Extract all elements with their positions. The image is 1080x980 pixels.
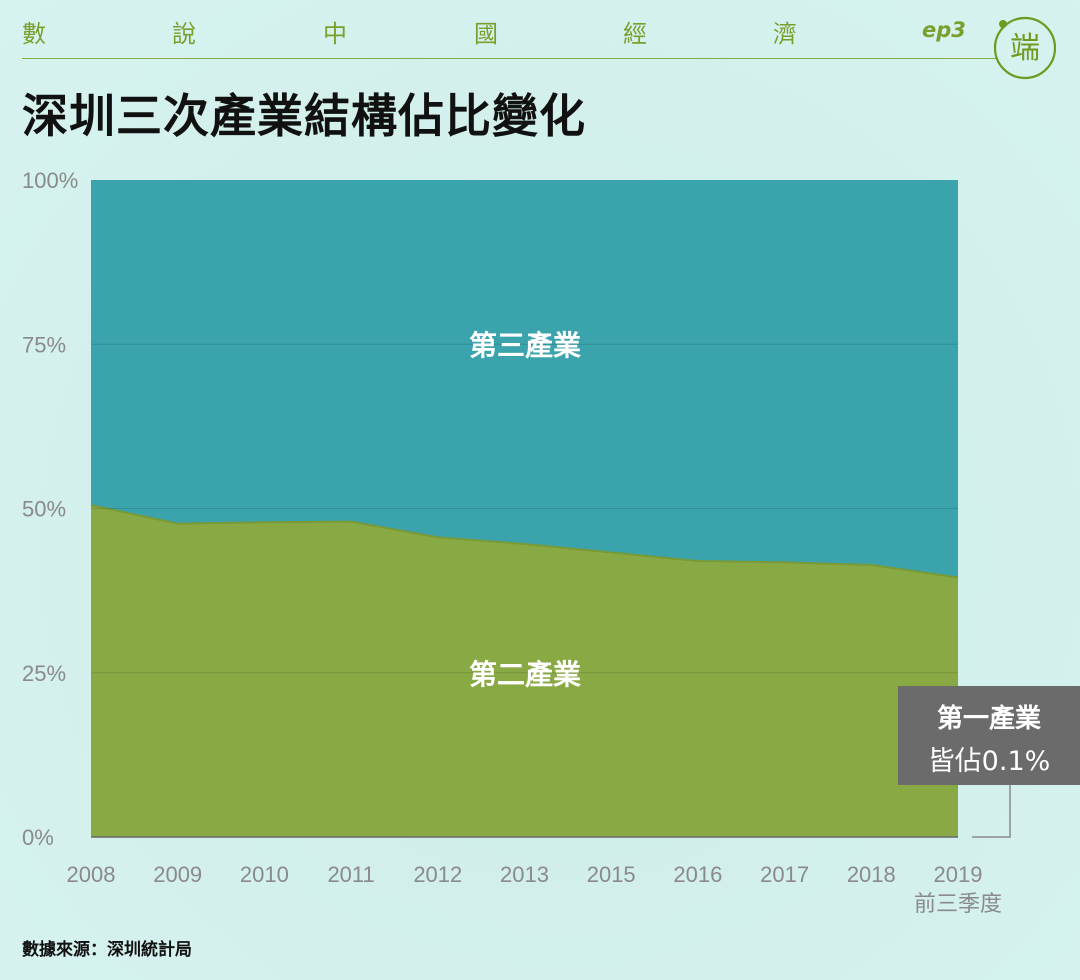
series-title-char: 說	[172, 20, 196, 48]
y-tick-label: 25%	[22, 661, 66, 686]
chart-title: 深圳三次產業結構佔比變化	[22, 89, 586, 143]
secondary-series-label: 第二產業	[469, 658, 581, 691]
series-title-char: 中	[323, 20, 347, 48]
tertiary-industry-area	[91, 180, 958, 578]
x-tick-label: 2018	[847, 862, 896, 887]
x-tick-label: 2019	[934, 862, 983, 887]
x-tick-label: 2015	[587, 862, 636, 887]
x-tick-label: 2013	[500, 862, 549, 887]
x-tick-sublabel: 前三季度	[914, 891, 1002, 916]
tertiary-series-label: 第三產業	[469, 329, 581, 362]
x-tick-label: 2016	[673, 862, 722, 887]
secondary-industry-area	[91, 505, 958, 837]
series-title-char: 數	[22, 20, 46, 48]
x-tick-label: 2010	[240, 862, 289, 887]
x-tick-label: 2012	[413, 862, 462, 887]
callout-title: 第一產業	[936, 704, 1041, 734]
x-tick-label: 2008	[67, 862, 116, 887]
series-title-char: 濟	[773, 20, 797, 48]
logo-glyph: 端	[1010, 31, 1040, 66]
callout-value: 皆佔0.1%	[927, 746, 1051, 777]
series-title-char: 經	[623, 20, 647, 48]
axis-layer: 0% 25% 50% 75% 100% 2008 2009 2010 2011 2012 2013 2…	[22, 168, 1011, 916]
episode-label: ep3	[922, 18, 966, 42]
series-boundary-line	[90, 504, 959, 579]
y-tick-label: 0%	[22, 825, 54, 850]
callout-leader	[972, 785, 1011, 838]
header-divider	[22, 58, 997, 59]
x-tick-label: 2017	[760, 862, 809, 887]
y-tick-label: 75%	[22, 332, 66, 357]
y-tick-label: 50%	[22, 497, 66, 522]
x-tick-label: 2011	[327, 862, 374, 887]
brand-logo: 端	[993, 16, 1057, 80]
y-tick-label: 100%	[22, 168, 78, 193]
x-tick-label: 2009	[153, 862, 202, 887]
series-title-char: 國	[474, 20, 498, 48]
series-title: 數 說 中 國 經 濟	[0, 14, 1000, 54]
data-source: 數據來源：深圳統計局	[22, 940, 192, 960]
area-layer	[90, 180, 959, 837]
primary-industry-callout: 第一產業 皆佔0.1%	[898, 686, 1080, 785]
